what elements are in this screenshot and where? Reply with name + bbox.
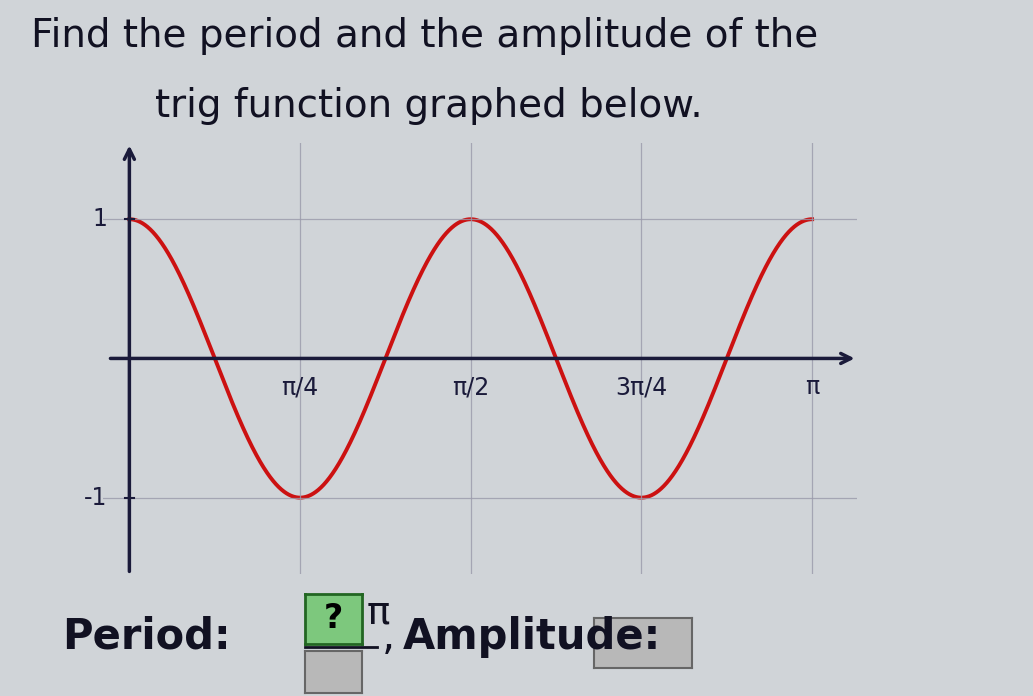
Text: π: π — [805, 375, 819, 399]
Text: ,: , — [382, 616, 396, 658]
Text: Find the period and the amplitude of the: Find the period and the amplitude of the — [31, 17, 818, 56]
Text: -1: -1 — [85, 486, 107, 509]
Text: 1: 1 — [93, 207, 107, 231]
Text: π/2: π/2 — [452, 375, 490, 399]
Text: 3π/4: 3π/4 — [616, 375, 667, 399]
Text: trig function graphed below.: trig function graphed below. — [155, 87, 702, 125]
Text: π: π — [367, 594, 390, 632]
Text: π/4: π/4 — [281, 375, 319, 399]
Text: Period:: Period: — [62, 616, 230, 658]
Text: Amplitude:: Amplitude: — [403, 616, 661, 658]
Text: ?: ? — [323, 602, 343, 635]
